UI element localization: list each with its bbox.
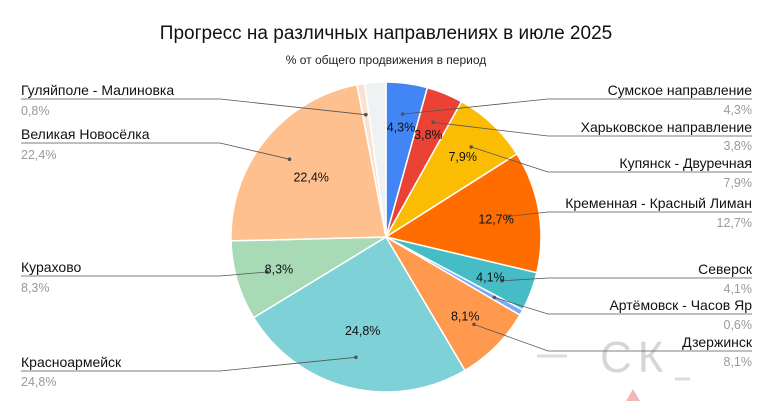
slice-value-label: 4,3%: [387, 120, 416, 134]
slice-percent-label: 0,6%: [724, 318, 753, 332]
slice-name-label: Дзержинск: [682, 334, 753, 350]
slice-name-label: Харьковское направление: [581, 119, 753, 135]
leader-line: [433, 121, 752, 137]
slice-percent-label: 3,8%: [724, 139, 753, 153]
slice-value-label: 7,9%: [448, 150, 477, 164]
leader-dot: [500, 279, 504, 283]
slice-value-label: 8,3%: [265, 263, 294, 277]
leader-line: [471, 146, 752, 173]
slice-name-label: Артёмовск - Часов Яр: [609, 297, 752, 313]
leader-dot: [469, 145, 474, 149]
leader-line: [21, 142, 290, 160]
slice-percent-label: 0,8%: [21, 104, 50, 118]
chart-title: Прогресс на различных направлениях в июл…: [160, 23, 612, 44]
slice-name-label: Курахово: [21, 259, 81, 275]
leader-line: [21, 356, 356, 372]
slice-percent-label: 8,3%: [21, 281, 50, 295]
pie-slice-8: [252, 235, 466, 393]
pie-slice-10: [230, 83, 387, 242]
slice-value-label: 3,8%: [414, 128, 443, 142]
chart-subtitle: % от общего продвижения в период: [286, 53, 487, 67]
slice-percent-label: 4,3%: [724, 103, 753, 117]
slice-percent-label: 4,1%: [724, 282, 753, 296]
leader-dot: [265, 270, 269, 274]
leader-dot: [364, 112, 368, 117]
leader-dot: [354, 355, 358, 360]
slice-value-label: 12,7%: [478, 213, 513, 227]
leader-line: [402, 98, 752, 115]
slice-name-label: Сумское направление: [608, 82, 753, 98]
leader-dot: [287, 157, 292, 161]
slice-value-label: 8,1%: [451, 310, 480, 324]
slice-percent-label: 7,9%: [724, 176, 753, 190]
leader-dot: [431, 120, 435, 125]
slice-name-label: Великая Новосёлка: [21, 126, 150, 142]
leader-dot: [492, 295, 497, 300]
watermark-logo: СК: [537, 333, 690, 401]
slice-percent-label: 8,1%: [724, 355, 753, 369]
leader-line: [501, 277, 752, 282]
leader-line: [508, 211, 752, 217]
slice-name-label: Купянск - Двуречная: [619, 155, 752, 171]
watermark-text: СК: [600, 333, 669, 382]
slice-name-label: Северск: [698, 261, 753, 277]
pie-slice-4: [384, 152, 542, 274]
slice-name-label: Кременная - Красный Лиман: [565, 195, 752, 211]
slice-name-label: Гуляйполе - Малиновка: [21, 82, 174, 98]
slice-value-label: 22,4%: [293, 171, 328, 185]
slice-percent-label: 22,4%: [21, 148, 56, 162]
leader-line: [494, 297, 752, 315]
leader-line: [21, 98, 366, 116]
slice-value-label: 4,1%: [476, 270, 505, 284]
slice-percent-label: 24,8%: [21, 375, 56, 389]
leader-dot: [400, 112, 405, 116]
leader-line: [21, 271, 268, 277]
pie-slice-12: [363, 81, 387, 238]
slice-value-label: 24,8%: [345, 324, 380, 338]
leader-dot: [506, 214, 511, 219]
leader-dot: [472, 322, 476, 327]
leader-line: [473, 324, 752, 352]
slice-percent-label: 12,7%: [717, 216, 752, 230]
watermark-triangle-icon: [626, 389, 640, 401]
slice-name-label: Красноармейск: [21, 354, 122, 370]
